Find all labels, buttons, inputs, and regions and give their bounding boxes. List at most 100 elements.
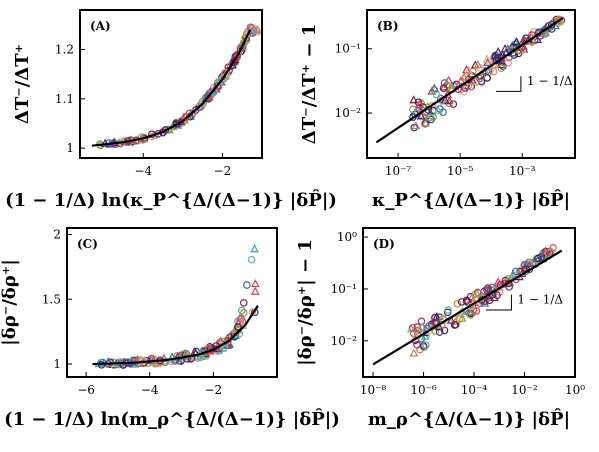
data-point (416, 111, 426, 120)
x-tick-label: −6 (77, 383, 95, 397)
x-tick-label: 10⁰ (565, 383, 585, 397)
data-point (252, 26, 260, 34)
data-point (443, 80, 452, 89)
data-point (119, 361, 128, 369)
theory-line (91, 29, 252, 147)
panel-label: (A) (90, 19, 111, 33)
data-point (504, 58, 512, 67)
axes-frame (66, 227, 278, 378)
slope-triangle (495, 76, 522, 92)
data-point (450, 321, 459, 329)
data-point (540, 28, 549, 37)
data-point (435, 328, 444, 336)
data-point (466, 83, 475, 91)
data-point (411, 121, 421, 130)
y-tick-label: 1.1 (55, 92, 74, 106)
data-point (237, 315, 245, 323)
data-point (457, 298, 466, 306)
panel-label: (D) (373, 237, 395, 251)
data-point (196, 352, 206, 361)
data-point (431, 318, 439, 326)
y-tick-label: 10⁻² (335, 106, 362, 120)
data-point (497, 64, 506, 72)
data-point (534, 254, 542, 263)
panel-b: 10⁻⁷ 10⁻⁵ 10⁻³ 10⁻² 10⁻¹ (B) 1 − 1/Δ ΔT⁻/ΔT⁺… (299, 9, 576, 211)
y-axis-label: |δρ⁻/δρ⁺| − 1 (295, 239, 316, 366)
data-point (250, 286, 260, 295)
panel-c: −6 −4 −2 1 1.5 2 (C) |δρ⁻/δρ⁺| (1 − 1/Δ) ln(m… (0, 227, 340, 430)
data-point (429, 83, 439, 92)
y-tick-label: 10⁻¹ (335, 42, 361, 56)
data-point (250, 279, 260, 288)
x-tick-label: 10⁻⁸ (360, 383, 387, 397)
data-point (234, 323, 242, 331)
data-point (146, 355, 156, 364)
data-point (550, 21, 560, 30)
y-tick-label: 10⁻² (331, 334, 358, 348)
data-point (529, 255, 539, 264)
data-point (471, 78, 480, 86)
y-axis-label: |δρ⁻/δρ⁺| (0, 259, 20, 346)
data-point (466, 311, 475, 319)
data-point (439, 84, 448, 93)
data-point (247, 255, 256, 264)
x-tick-label: 10⁻⁵ (447, 164, 474, 178)
panel-label: (C) (77, 237, 98, 251)
x-axis-label: m_ρ^{Δ/(Δ−1)} |δP̂| (368, 408, 570, 430)
theory-curve (375, 17, 564, 144)
y-tick-label: 1 (53, 357, 61, 371)
data-point (511, 267, 520, 276)
x-tick-label: −2 (214, 164, 232, 178)
slope-label: 1 − 1/Δ (527, 74, 573, 88)
data-point (425, 322, 433, 330)
x-tick-label: 10⁻⁴ (461, 383, 488, 397)
data-point (547, 20, 556, 29)
theory-line (372, 249, 563, 366)
data-point (421, 118, 430, 127)
y-tick-label: 1.2 (55, 42, 74, 56)
data-point (422, 341, 430, 349)
data-point (544, 249, 553, 258)
slope-triangle (485, 294, 512, 311)
theory-curve (92, 305, 259, 366)
scatter-points (94, 244, 260, 370)
y-tick-label: 10⁰ (337, 230, 357, 244)
data-point (408, 323, 417, 332)
x-tick-label: 10⁻⁷ (385, 164, 412, 178)
data-point (444, 306, 452, 314)
data-point (240, 308, 248, 317)
axes-frame (362, 227, 576, 378)
x-axis-label: (1 − 1/Δ) ln(κ_P^{Δ/(Δ−1)} |δP̂|) (5, 189, 337, 211)
data-point (473, 60, 483, 69)
x-axis-label: (1 − 1/Δ) ln(m_ρ^{Δ/(Δ−1)} |δP̂|) (4, 408, 340, 430)
axes-frame (366, 9, 576, 159)
data-point (453, 300, 462, 308)
x-tick-label: 10⁻⁶ (410, 383, 437, 397)
data-point (449, 100, 458, 108)
axes-frame (79, 9, 263, 159)
data-point (409, 348, 419, 357)
y-tick-label: 10⁻¹ (331, 282, 357, 296)
data-point (499, 62, 507, 70)
data-point (483, 74, 491, 82)
data-point (409, 95, 419, 104)
data-point (483, 286, 491, 294)
data-point (440, 95, 450, 104)
slope-triangle-lines (485, 294, 512, 311)
x-tick-label: 10⁻² (511, 383, 538, 397)
data-point (520, 261, 529, 269)
data-point (464, 65, 474, 74)
data-point (505, 283, 513, 291)
data-point (507, 41, 517, 50)
slope-label: 1 − 1/Δ (517, 293, 563, 307)
y-tick-label: 2 (53, 227, 61, 241)
slope-triangle-lines (495, 76, 522, 92)
data-point (250, 244, 260, 253)
data-point (218, 75, 226, 84)
data-point (474, 289, 483, 298)
ticks: 10⁻⁸ 10⁻⁶ 10⁻⁴ 10⁻² 10⁰ 10⁻² 10⁻¹ 10⁰ (331, 230, 586, 397)
data-point (103, 357, 113, 366)
data-point (493, 277, 503, 286)
data-point (493, 47, 503, 56)
